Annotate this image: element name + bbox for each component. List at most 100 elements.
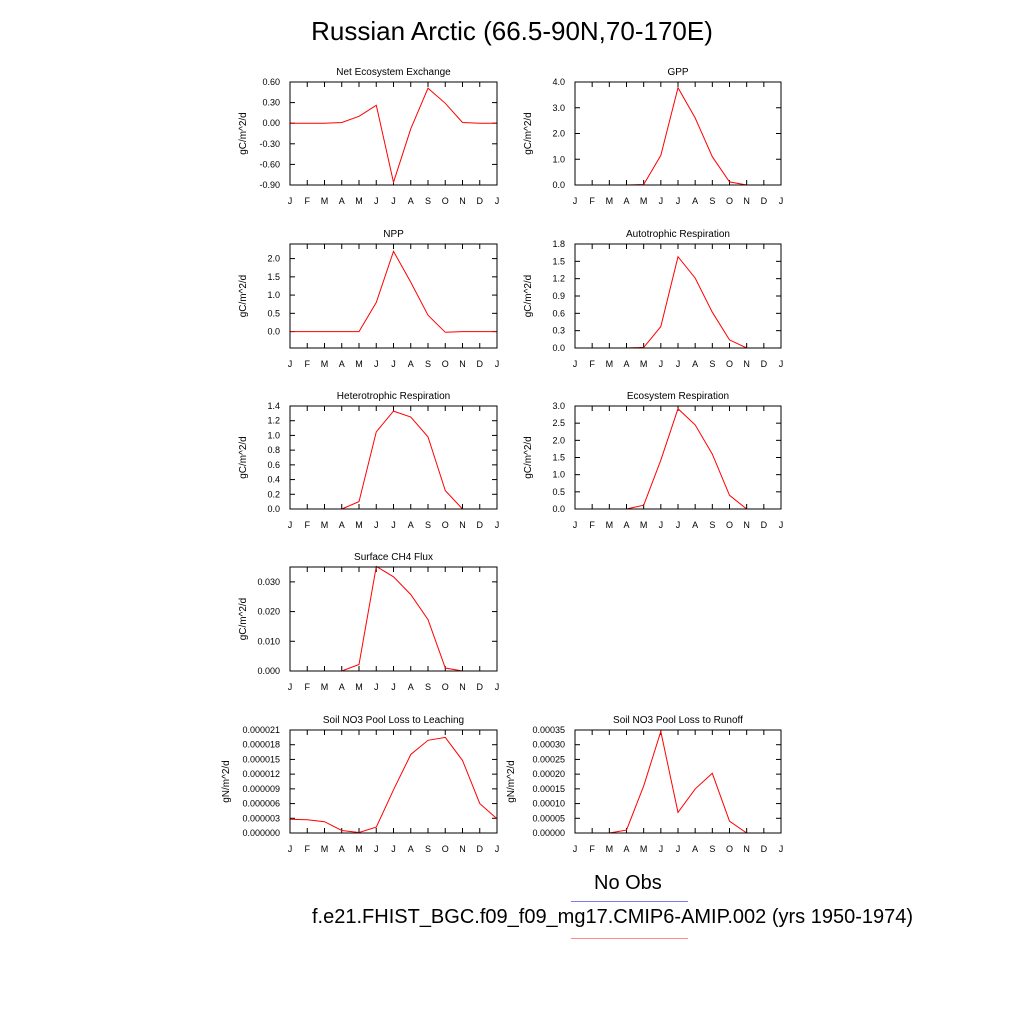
x-tick-label: M: [321, 682, 329, 692]
x-tick-label: J: [374, 682, 379, 692]
x-tick-label: F: [589, 196, 595, 206]
x-tick-label: N: [743, 844, 750, 854]
x-tick-label: J: [676, 844, 681, 854]
x-tick-label: A: [339, 844, 345, 854]
x-tick-label: F: [589, 520, 595, 530]
legend-model-label: f.e21.FHIST_BGC.f09_f09_mg17.CMIP6-AMIP.…: [312, 906, 914, 928]
figure-title: Russian Arctic (66.5-90N,70-170E): [311, 16, 713, 46]
y-tick-label: 0.000021: [242, 725, 280, 735]
y-tick-label: 0.00010: [532, 799, 565, 809]
x-tick-label: D: [477, 844, 484, 854]
y-tick-label: 1.8: [552, 239, 565, 249]
y-tick-label: 0.00: [262, 118, 280, 128]
x-tick-label: M: [606, 196, 614, 206]
y-tick-label: -0.90: [259, 180, 280, 190]
x-tick-label: O: [442, 196, 449, 206]
series-line: [575, 407, 781, 510]
x-tick-label: F: [589, 359, 595, 369]
series-line: [575, 255, 781, 349]
x-tick-label: J: [573, 196, 578, 206]
x-tick-label: M: [640, 520, 648, 530]
x-tick-label: D: [761, 520, 768, 530]
y-tick-label: 0.000: [257, 666, 280, 676]
plot-frame: [289, 566, 498, 672]
x-tick-label: M: [321, 844, 329, 854]
plot-frame: [289, 243, 498, 349]
y-tick-label: 1.0: [552, 470, 565, 480]
y-tick-label: 0.3: [552, 326, 565, 336]
panel-title: Autotrophic Respiration: [626, 229, 730, 240]
x-tick-label: O: [442, 520, 449, 530]
y-tick-label: 2.0: [552, 129, 565, 139]
x-tick-label: J: [374, 520, 379, 530]
plot-frame: [574, 405, 782, 510]
x-tick-label: M: [321, 520, 329, 530]
y-tick-label: 1.5: [267, 272, 280, 282]
x-tick-label: J: [779, 359, 784, 369]
y-tick-label: 0.0: [552, 504, 565, 514]
x-tick-label: J: [779, 196, 784, 206]
series-line: [290, 250, 497, 333]
x-tick-label: M: [606, 844, 614, 854]
series-line: [575, 729, 781, 834]
panel-title: Surface CH4 Flux: [354, 552, 433, 563]
x-tick-label: J: [391, 844, 396, 854]
x-tick-label: M: [355, 359, 363, 369]
y-tick-label: 0.6: [267, 460, 280, 470]
x-tick-label: A: [623, 196, 629, 206]
x-tick-label: M: [606, 520, 614, 530]
y-tick-label: 0.000018: [242, 740, 280, 750]
y-tick-label: 0.0: [552, 180, 565, 190]
y-tick-label: 2.0: [552, 435, 565, 445]
x-tick-label: S: [425, 520, 431, 530]
x-tick-label: N: [459, 844, 466, 854]
x-tick-label: D: [477, 520, 484, 530]
y-tick-label: 0.30: [262, 98, 280, 108]
x-tick-label: J: [391, 682, 396, 692]
y-axis-label: gN/m^2/d: [221, 760, 232, 803]
x-tick-label: J: [288, 359, 293, 369]
x-tick-label: A: [339, 682, 345, 692]
series-line: [575, 86, 781, 186]
y-tick-label: 0.9: [552, 291, 565, 301]
x-tick-label: M: [640, 844, 648, 854]
x-tick-label: S: [709, 359, 715, 369]
y-tick-label: 0.00005: [532, 813, 565, 823]
x-tick-label: J: [676, 196, 681, 206]
y-axis-label: gC/m^2/d: [238, 112, 249, 155]
y-tick-label: 1.2: [552, 274, 565, 284]
panel-title: Net Ecosystem Exchange: [336, 67, 451, 78]
x-tick-label: M: [355, 196, 363, 206]
plot-frame: [574, 729, 782, 834]
x-tick-label: S: [709, 844, 715, 854]
series-line: [290, 87, 497, 185]
x-tick-label: D: [477, 359, 484, 369]
y-tick-label: 0.000006: [242, 799, 280, 809]
x-tick-label: A: [692, 359, 698, 369]
x-tick-label: A: [408, 359, 414, 369]
x-tick-label: A: [408, 844, 414, 854]
series-line: [289, 736, 498, 834]
y-axis-label: gC/m^2/d: [238, 275, 249, 318]
x-tick-label: O: [726, 359, 733, 369]
x-tick-label: A: [339, 196, 345, 206]
y-tick-label: 1.4: [267, 401, 280, 411]
x-tick-label: F: [305, 682, 311, 692]
x-tick-label: J: [288, 682, 293, 692]
x-tick-label: J: [659, 359, 664, 369]
y-tick-label: 4.0: [552, 77, 565, 87]
x-tick-label: M: [355, 682, 363, 692]
x-tick-label: S: [425, 682, 431, 692]
x-tick-label: O: [726, 844, 733, 854]
x-tick-label: J: [676, 359, 681, 369]
x-tick-label: S: [709, 196, 715, 206]
y-tick-label: 0.030: [257, 577, 280, 587]
y-tick-label: 0.00030: [532, 740, 565, 750]
x-tick-label: J: [495, 520, 500, 530]
y-tick-label: -0.30: [259, 139, 280, 149]
x-tick-label: J: [573, 844, 578, 854]
x-tick-label: M: [321, 196, 329, 206]
x-tick-label: D: [761, 844, 768, 854]
